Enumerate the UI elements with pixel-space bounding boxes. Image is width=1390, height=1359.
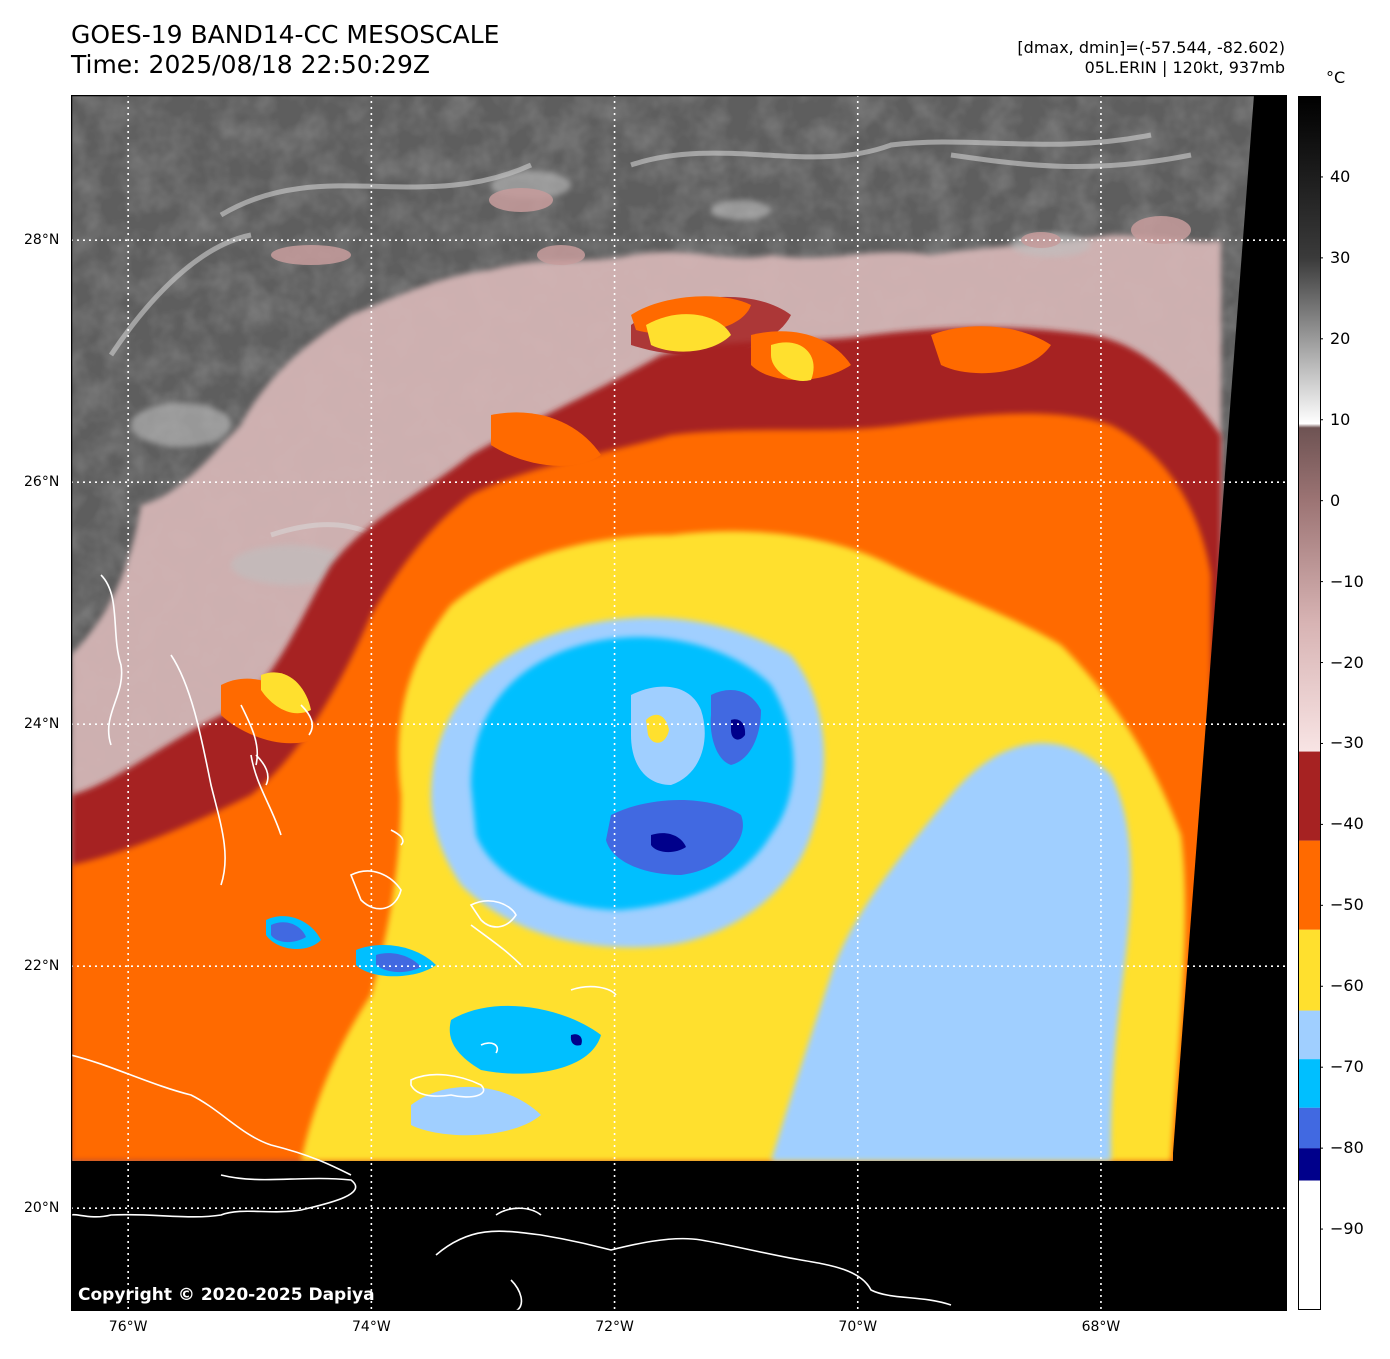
colorbar-segment xyxy=(1298,1148,1321,1181)
colorbar-segment xyxy=(1298,1010,1321,1060)
longitude-label: 68°W xyxy=(1081,1319,1121,1335)
storm-name-intensity: 05L.ERIN | 120kt, 937mb xyxy=(1084,58,1285,77)
title-line-1: GOES-19 BAND14-CC MESOSCALE xyxy=(71,20,500,49)
no-data-bottom xyxy=(71,1161,1287,1311)
hurricane-eye xyxy=(631,686,705,785)
latitude-label: 26°N xyxy=(24,474,60,491)
colorbar-segment xyxy=(1298,751,1321,841)
deep-convection-navy xyxy=(651,833,686,853)
colorbar-tick-label: 10 xyxy=(1330,409,1351,429)
colorbar-tick-label: −20 xyxy=(1330,652,1364,672)
colorbar-tick-label: −50 xyxy=(1330,895,1364,915)
copyright-text: Copyright © 2020-2025 Dapiya xyxy=(78,1285,375,1305)
colorbar-segment xyxy=(1298,929,1321,1011)
colorbar-segment xyxy=(1298,1107,1321,1149)
colorbar-tick-label: −80 xyxy=(1330,1138,1364,1158)
colorbar-tick-label: −90 xyxy=(1330,1219,1364,1239)
colorbar-tick-label: 20 xyxy=(1330,328,1351,348)
colorbar-tick-label: 0 xyxy=(1330,490,1341,510)
colorbar-segment xyxy=(1298,1059,1321,1108)
colorbar xyxy=(1298,96,1323,1310)
colorbar-tick-label: −10 xyxy=(1330,571,1364,591)
image-title: GOES-19 BAND14-CC MESOSCALE Time: 2025/0… xyxy=(71,20,499,80)
colorbar-segment xyxy=(1298,1180,1321,1310)
coastlines xyxy=(71,574,952,1311)
storm-info: [dmax, dmin]=(-57.544, -82.602) 05L.ERIN… xyxy=(1017,38,1285,78)
cirrus-streaks xyxy=(108,132,1192,557)
title-line-2: Time: 2025/08/18 22:50:29Z xyxy=(71,50,430,79)
latitude-label: 28°N xyxy=(24,232,60,249)
colorbar-border xyxy=(1298,96,1321,1310)
longitude-label: 74°W xyxy=(352,1319,391,1335)
latitude-label: 22°N xyxy=(24,958,60,975)
dmax-dmin-text: [dmax, dmin]=(-57.544, -82.602) xyxy=(1017,38,1285,57)
colorbar-unit: °C xyxy=(1326,68,1346,87)
colorbar-tick-label: −40 xyxy=(1330,814,1364,834)
latitude-label: 24°N xyxy=(24,716,60,733)
satellite-map xyxy=(71,95,1287,1311)
longitude-label: 76°W xyxy=(108,1319,148,1335)
graticule xyxy=(71,95,1287,1311)
colorbar-segment xyxy=(1298,840,1321,930)
colorbar-tick-label: 30 xyxy=(1330,247,1351,267)
colorbar-tick-label: −70 xyxy=(1330,1057,1364,1077)
colorbar-gradient-segment xyxy=(1298,96,1321,752)
longitude-label: 72°W xyxy=(595,1319,634,1335)
small-pink-cells xyxy=(271,188,1191,265)
no-data-right xyxy=(1173,95,1287,1311)
colorbar-tick-label: −60 xyxy=(1330,976,1364,996)
latitude-label: 20°N xyxy=(24,1200,60,1217)
colorbar-tick-label: −30 xyxy=(1330,733,1364,753)
longitude-label: 70°W xyxy=(838,1319,878,1335)
colorbar-tick-label: 40 xyxy=(1330,166,1351,186)
